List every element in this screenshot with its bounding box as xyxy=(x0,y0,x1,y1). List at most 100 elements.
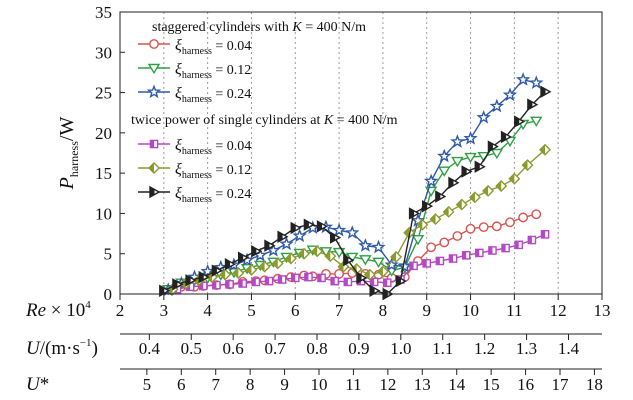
data-point xyxy=(334,268,344,279)
x-tick-label: 1.0 xyxy=(390,339,411,358)
x-axis-label: U/(m·s−1) xyxy=(26,337,98,359)
y-tick-label: 30 xyxy=(95,43,112,62)
data-point xyxy=(474,160,486,173)
data-point xyxy=(455,198,468,211)
legend-entries: ξharness = 0.04 ξharness = 0.12 ξharness =… xyxy=(138,37,251,205)
x-tick-label: 10 xyxy=(462,301,479,320)
x-tick-label: 13 xyxy=(414,375,431,394)
legend: staggered cylinders with K = 400 N/m twi… xyxy=(131,20,398,205)
x-tick-label: 8 xyxy=(379,301,388,320)
data-point xyxy=(442,205,455,218)
x-tick-label: 0.8 xyxy=(306,339,327,358)
x-tick-label: 3 xyxy=(160,301,169,320)
x-tick-label: 4 xyxy=(203,301,212,320)
data-point xyxy=(238,279,247,288)
data-point xyxy=(514,115,526,128)
x-axis-label: U* xyxy=(26,374,49,395)
data-point xyxy=(359,255,372,266)
data-point xyxy=(490,148,504,160)
series-layer xyxy=(159,72,552,301)
data-point xyxy=(468,191,481,204)
data-point xyxy=(311,245,324,258)
data-point xyxy=(224,257,236,271)
x-tick-label: 2 xyxy=(116,301,125,320)
data-point xyxy=(356,271,368,285)
data-point xyxy=(527,235,537,245)
y-tick-label: 0 xyxy=(104,285,113,304)
data-point xyxy=(439,237,450,248)
data-point xyxy=(211,264,223,277)
y-tick-label: 35 xyxy=(95,3,112,22)
series-5 xyxy=(166,143,552,296)
x-tick-label: 11 xyxy=(506,301,522,320)
data-point xyxy=(514,240,524,250)
x-tick-label: 5 xyxy=(143,375,152,394)
data-point xyxy=(518,212,529,223)
data-point xyxy=(461,251,471,260)
svg-text:ξharness = 0.12: ξharness = 0.12 xyxy=(175,161,251,181)
x-axis-2: 0.4 0.5 0.6 0.7 0.8 0.9 1.0 1.1 1.2 1.3 1.4 U/(m·s−… xyxy=(26,333,602,359)
data-point xyxy=(304,272,313,282)
data-point xyxy=(284,252,297,265)
data-point xyxy=(487,140,499,153)
x-tick-label: 16 xyxy=(517,375,534,394)
data-point xyxy=(251,245,263,258)
data-point xyxy=(502,87,518,102)
svg-text:ξharness = 0.24: ξharness = 0.24 xyxy=(175,185,251,205)
data-point xyxy=(371,239,386,254)
legend-entry-4: ξharness = 0.04 xyxy=(138,137,251,157)
data-point xyxy=(219,268,232,281)
data-point xyxy=(277,275,287,284)
y-label-main: P xyxy=(56,177,78,190)
data-point xyxy=(382,278,392,288)
data-point xyxy=(330,276,340,286)
data-point xyxy=(225,280,234,289)
data-point xyxy=(501,243,510,253)
data-point xyxy=(343,277,353,287)
legend-entry-5: ξharness = 0.12 xyxy=(138,161,251,181)
x-tick-label: 12 xyxy=(550,301,567,320)
data-point xyxy=(292,228,307,243)
data-point xyxy=(159,284,171,297)
data-point xyxy=(358,238,373,252)
x-tick-label: 5 xyxy=(247,301,256,320)
data-point xyxy=(435,256,445,266)
x-tick-label: 7 xyxy=(335,301,344,320)
data-point xyxy=(251,277,261,287)
x-tick-label: 9 xyxy=(280,375,289,394)
data-point xyxy=(450,134,465,148)
svg-text:ξharness = 0.04: ξharness = 0.04 xyxy=(175,37,251,57)
data-point xyxy=(200,263,215,278)
x-tick-label: 17 xyxy=(551,375,569,394)
x-tick-label: 1.2 xyxy=(474,339,495,358)
data-point xyxy=(212,280,221,290)
x-tick-label: 18 xyxy=(586,375,603,394)
x-tick-label: 0.6 xyxy=(223,339,244,358)
data-point xyxy=(488,246,497,255)
data-point xyxy=(290,221,302,235)
data-point xyxy=(264,239,276,252)
data-point xyxy=(237,251,250,264)
data-point xyxy=(409,261,418,271)
x-tick-label: 1.4 xyxy=(558,339,580,358)
x-tick-label: 7 xyxy=(211,375,220,394)
data-point xyxy=(331,222,347,237)
data-point xyxy=(529,75,544,90)
data-point xyxy=(452,231,463,241)
x-axis-3: 5 6 7 8 9 10 11 12 13 14 15 16 17 18 U* xyxy=(26,368,603,395)
legend-entry-6: ξharness = 0.24 xyxy=(138,185,251,205)
plot-frame xyxy=(119,11,603,295)
data-point xyxy=(232,267,245,280)
x-tick-label: 12 xyxy=(379,375,396,394)
data-point xyxy=(343,253,355,267)
legend-marker xyxy=(149,139,159,149)
y-tick-label: 5 xyxy=(104,245,113,264)
data-point xyxy=(345,225,360,239)
y-tick-label: 20 xyxy=(95,124,112,143)
data-point xyxy=(521,159,534,172)
x-tick-label: 1.1 xyxy=(432,339,453,358)
svg-text:ξharness = 0.24: ξharness = 0.24 xyxy=(175,85,251,105)
legend-title-single: twice power of single cylinders at K = 4… xyxy=(131,113,398,128)
